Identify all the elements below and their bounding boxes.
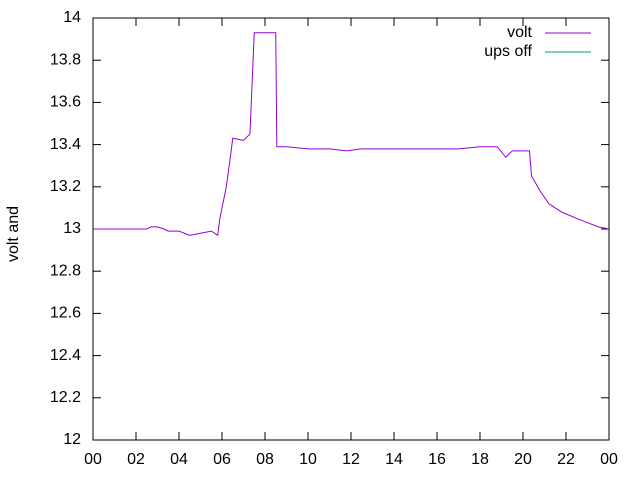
y-tick-label: 13.8 bbox=[50, 51, 81, 68]
x-tick-label: 22 bbox=[557, 451, 575, 468]
x-tick-label: 14 bbox=[385, 451, 403, 468]
x-tick-label: 06 bbox=[213, 451, 231, 468]
plot-border bbox=[92, 17, 610, 441]
x-tick-label: 04 bbox=[170, 451, 188, 468]
x-tick-label: 00 bbox=[600, 451, 618, 468]
data-line bbox=[93, 32, 610, 237]
y-tick-label: 12.8 bbox=[50, 262, 81, 279]
x-tick-label: 12 bbox=[342, 451, 360, 468]
y-tick-label: 14 bbox=[63, 9, 81, 26]
y-tick-label: 12 bbox=[63, 431, 81, 448]
legend-label: ups off bbox=[484, 43, 532, 60]
x-tick-label: 10 bbox=[299, 451, 317, 468]
y-tick-label: 13.4 bbox=[50, 136, 81, 153]
y-tick-label: 12.2 bbox=[50, 389, 81, 406]
x-tick-label: 20 bbox=[514, 451, 532, 468]
y-tick-label: 13.2 bbox=[50, 178, 81, 195]
x-tick-label: 02 bbox=[127, 451, 145, 468]
y-tick-label: 13.6 bbox=[50, 94, 81, 111]
y-tick-label: 13 bbox=[63, 220, 81, 237]
legend-label: volt bbox=[507, 24, 532, 41]
y-tick-label: 12.6 bbox=[50, 305, 81, 322]
x-tick-label: 08 bbox=[256, 451, 274, 468]
x-tick-label: 18 bbox=[471, 451, 489, 468]
y-axis-label: volt and bbox=[5, 206, 22, 262]
x-tick-label: 00 bbox=[84, 451, 102, 468]
y-tick-label: 12.4 bbox=[50, 347, 81, 364]
x-tick-label: 16 bbox=[428, 451, 446, 468]
